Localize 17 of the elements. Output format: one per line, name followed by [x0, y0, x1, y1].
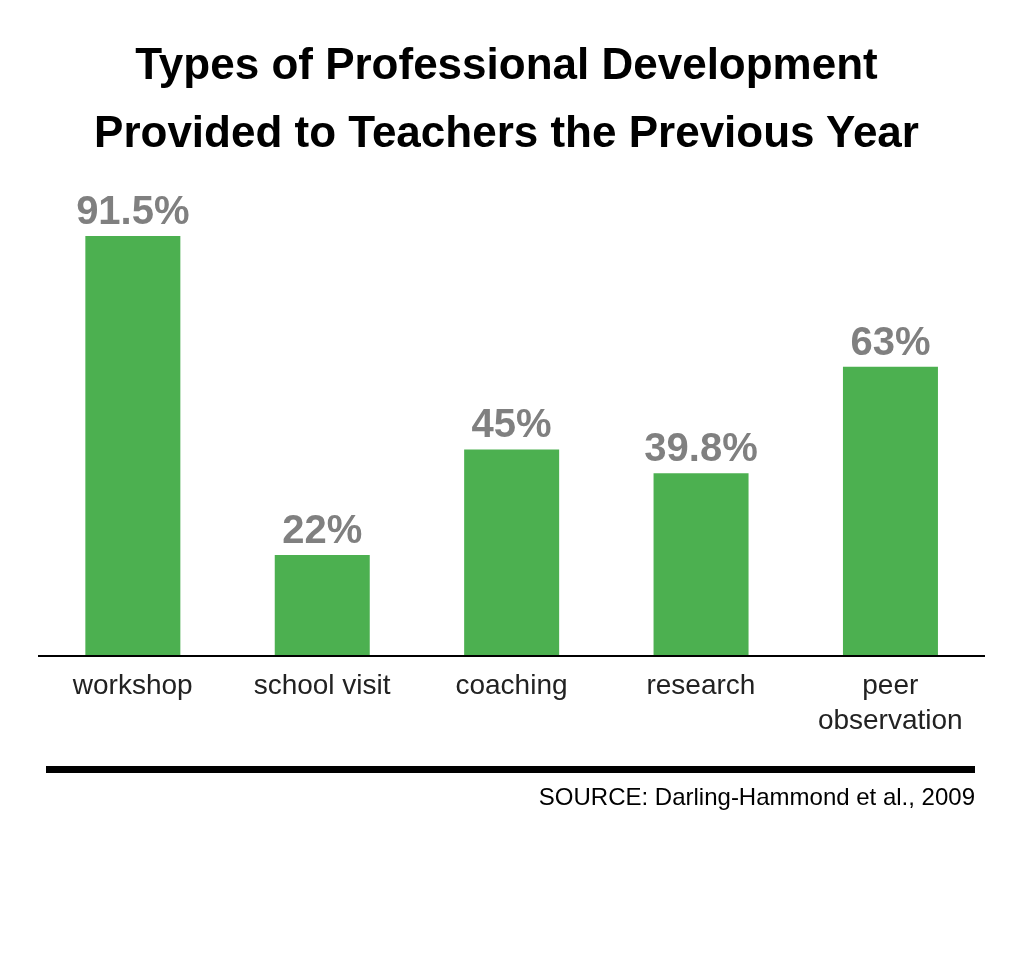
bar [274, 555, 370, 656]
data-label: 45% [471, 401, 552, 446]
data-label: 39.8% [644, 425, 758, 470]
data-label: 22% [282, 507, 363, 552]
bar [842, 366, 938, 656]
x-tick-label: research [646, 669, 756, 700]
x-tick-label: peer observation [817, 669, 963, 735]
x-tick-label: workshop [71, 669, 193, 700]
data-label: 91.5% [76, 188, 190, 232]
chart-title: Types of Professional Development Provided to Teachers the Previous Year [93, 38, 920, 158]
x-tick-label: coaching [455, 669, 568, 700]
x-tick-label: school visit [253, 669, 391, 700]
data-label: 63% [850, 318, 931, 363]
bar [85, 236, 181, 656]
bar [464, 449, 560, 656]
source-note: SOURCE: Darling-Hammond et al., 2009 [537, 783, 975, 811]
bar [653, 473, 749, 656]
